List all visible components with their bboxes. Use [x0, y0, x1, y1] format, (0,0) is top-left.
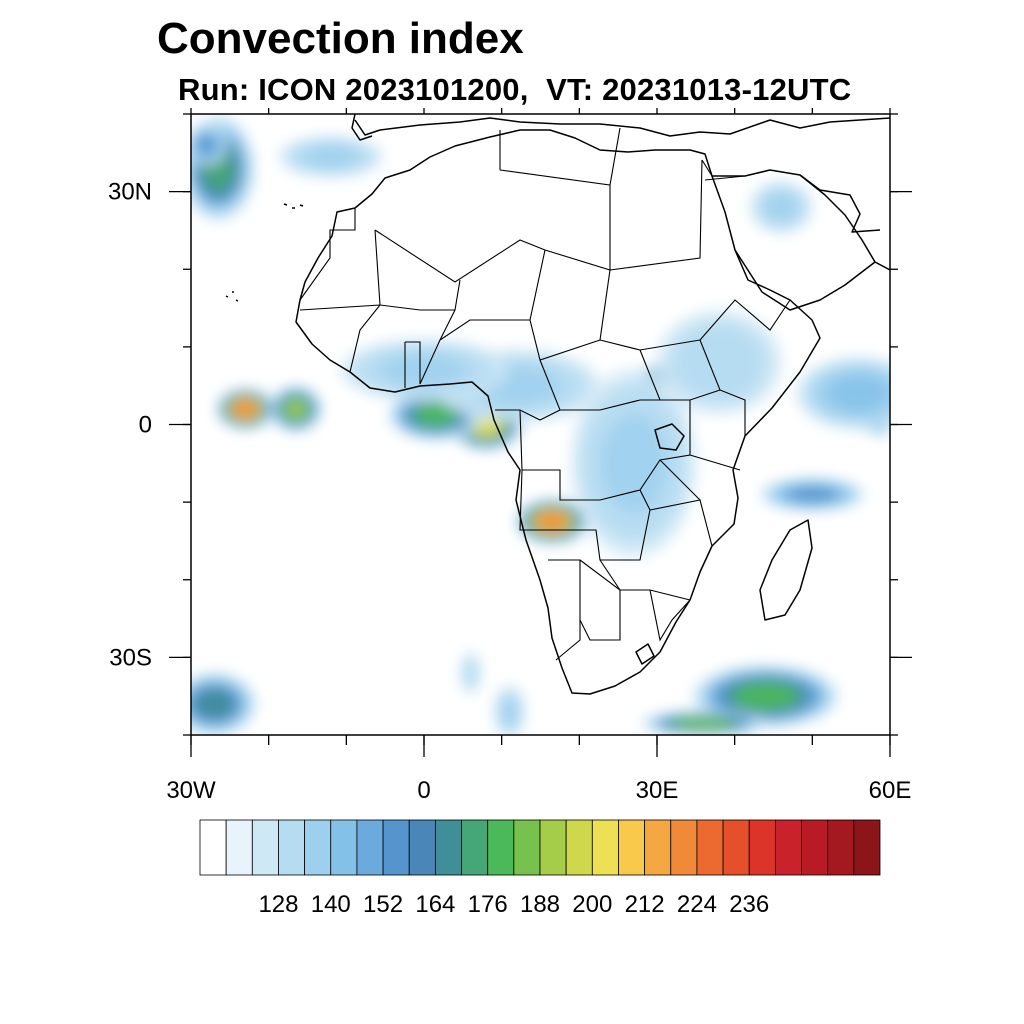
x-tick-label: 60E — [869, 777, 912, 804]
europe-coastline — [354, 117, 890, 137]
convection-field — [191, 115, 890, 735]
colorbar-labels: 128 140 152 164 176 188 200 212 224 236 — [258, 891, 769, 918]
y-tick-label: 0 — [139, 412, 152, 439]
colorbar-swatch — [644, 819, 672, 876]
field-contour — [196, 690, 233, 718]
field-contour — [232, 399, 259, 419]
field-contour — [765, 193, 798, 221]
colorbar — [199, 819, 881, 876]
convection-cell — [216, 388, 275, 430]
axis-ticks — [169, 108, 912, 757]
field-contour — [789, 486, 836, 502]
field-contour — [501, 698, 518, 726]
convection-cell — [493, 685, 526, 735]
y-tick-label: 30S — [109, 644, 152, 671]
colorbar-tick-label: 176 — [468, 891, 508, 918]
arabia-coastline — [712, 169, 890, 311]
convection-cell — [269, 385, 323, 433]
colorbar-swatch — [408, 819, 436, 876]
colorbar-swatch — [774, 819, 802, 876]
field-contour — [683, 332, 755, 393]
colorbar-swatch — [434, 819, 462, 876]
colorbar-tick-label: 236 — [729, 891, 769, 918]
colorbar-swatch — [330, 819, 358, 876]
colorbar-swatch — [618, 819, 646, 876]
x-tick-label: 0 — [417, 777, 430, 804]
colorbar-swatch — [382, 819, 410, 876]
colorbar-swatch — [801, 819, 829, 876]
cape-verde — [225, 291, 239, 302]
colorbar-swatch — [696, 819, 724, 876]
colorbar-swatch — [251, 819, 279, 876]
colorbar-tick-label: 128 — [258, 891, 298, 918]
canary-islands — [283, 203, 304, 209]
colorbar-swatch — [565, 819, 593, 876]
convection-cell — [278, 135, 384, 178]
x-tick-label: 30E — [636, 777, 679, 804]
convection-cell — [640, 710, 767, 735]
convection-cell — [191, 124, 228, 167]
field-contour — [828, 375, 890, 412]
colorbar-swatch — [461, 819, 489, 876]
colorbar-swatch — [356, 819, 384, 876]
colorbar-tick-label: 212 — [625, 891, 665, 918]
colorbar-swatch — [539, 819, 567, 876]
chart-subtitle: Run: ICON 2023101200, VT: 20231013-12UTC — [178, 72, 851, 108]
chart-title: Convection index — [157, 14, 524, 63]
colorbar-swatch — [278, 819, 306, 876]
axis-tick-labels: 30W 0 30E 60E 30N 0 30S — [108, 179, 911, 804]
field-contour — [381, 354, 467, 387]
field-contour — [284, 399, 308, 419]
x-tick-label: 30W — [166, 777, 216, 804]
colorbar-tick-label: 188 — [520, 891, 560, 918]
valid-time-label: VT: 20231013-12UTC — [546, 72, 852, 107]
colorbar-swatch — [513, 819, 541, 876]
colorbar-tick-label: 152 — [363, 891, 403, 918]
field-contour — [415, 404, 456, 427]
gulf-coastline — [799, 174, 881, 233]
lesotho — [635, 643, 655, 665]
colorbar-swatch — [199, 819, 227, 876]
field-contour — [536, 511, 568, 532]
field-contour — [197, 135, 216, 155]
convection-cell — [796, 356, 890, 431]
colorbar-swatch — [591, 819, 619, 876]
colorbar-tick-label: 200 — [572, 891, 612, 918]
colorbar-swatch — [225, 819, 253, 876]
colorbar-tick-label: 224 — [677, 891, 717, 918]
convection-cell — [759, 477, 865, 512]
colorbar-tick-label: 164 — [415, 891, 455, 918]
y-tick-label: 30N — [108, 179, 152, 206]
colorbar-swatch — [487, 819, 515, 876]
run-label: Run: ICON 2023101200, — [178, 72, 529, 107]
field-contour — [464, 661, 477, 685]
colorbar-tick-label: 140 — [311, 891, 351, 918]
colorbar-swatch — [304, 819, 332, 876]
field-contour — [303, 145, 358, 168]
madagascar-coastline — [759, 519, 813, 621]
convection-cell — [749, 180, 813, 234]
convection-cell — [460, 651, 482, 694]
convection-cell — [656, 310, 783, 415]
colorbar-swatch — [670, 819, 698, 876]
field-contour — [734, 682, 798, 710]
convection-cell — [570, 368, 697, 558]
convection-cell — [692, 664, 840, 728]
colorbar-swatch — [748, 819, 776, 876]
iberia-coastline — [351, 114, 373, 141]
lake-victoria — [654, 423, 685, 451]
colorbar-swatch — [853, 819, 881, 876]
colorbar-swatch — [827, 819, 855, 876]
field-contour — [676, 717, 731, 729]
convection-cell — [191, 672, 257, 735]
country-borders — [299, 127, 791, 661]
field-contour — [601, 414, 666, 512]
colorbar-swatch — [722, 819, 750, 876]
